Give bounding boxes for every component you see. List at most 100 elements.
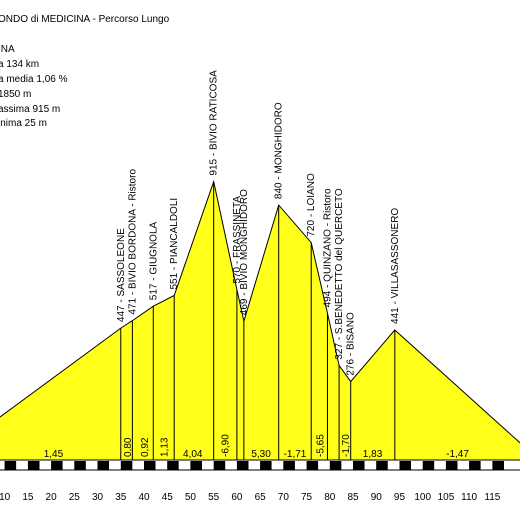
x-tick-label: 55 [208, 492, 220, 503]
gradient-label: 1,13 [160, 437, 171, 457]
distance-band-segment [248, 461, 261, 470]
gradient-label: 1,45 [44, 449, 64, 460]
distance-band-segment [504, 461, 516, 470]
gradient-label: 5,30 [251, 449, 271, 460]
distance-band-segment [283, 461, 295, 470]
waypoint-label: 570 - FRASSINETA [232, 196, 243, 284]
gradient-label: 4,04 [183, 449, 203, 460]
waypoint-label: 517 - GIUGNOLA [148, 221, 159, 300]
waypoint-label: 327 - S.BENEDETTO del QUERCETO [334, 188, 345, 360]
distance-band-segment [353, 461, 365, 470]
chart-title: ONDO di MEDICINA - Percorso Lungo [0, 14, 170, 25]
info-line-total-climb: 1850 m [0, 89, 32, 100]
x-tick-label: 20 [46, 492, 58, 503]
distance-band-segment [411, 461, 423, 470]
x-tick-label: 60 [231, 492, 243, 503]
waypoint-label: 551 - PIANCALDOLI [169, 198, 180, 290]
waypoint-label: 447 - SASSOLEONE [116, 228, 127, 322]
distance-band-segment [178, 461, 191, 470]
x-tick-label: 35 [115, 492, 127, 503]
info-line-length: a 134 km [0, 59, 40, 70]
gradient-label: -1,47 [446, 449, 469, 460]
x-tick-label: 90 [371, 492, 383, 503]
x-tick-label: 10 [0, 492, 11, 503]
distance-band-segment [16, 461, 28, 470]
distance-band-segment [51, 461, 63, 470]
x-tick-label: 40 [138, 492, 150, 503]
distance-band-segment [364, 461, 377, 470]
gradient-label: 0,92 [140, 437, 151, 457]
distance-band-segment [109, 461, 121, 470]
distance-band-segment [213, 461, 226, 470]
distance-band-segment [85, 461, 98, 470]
distance-band-segment [457, 461, 470, 470]
distance-band-segment [236, 461, 249, 470]
distance-band-segment [225, 461, 237, 470]
distance-band-segment [132, 461, 144, 470]
distance-band-segment [202, 461, 214, 470]
x-tick-label: 100 [414, 492, 431, 503]
waypoint-label: 494 - QUINZANO - Ristoro [322, 188, 333, 307]
elevation-area [0, 181, 520, 460]
info-line-min-altitude: inima 25 m [0, 118, 47, 129]
waypoint-label: 441 - VILLASASSONERO [390, 208, 401, 324]
x-tick-label: 50 [185, 492, 197, 503]
distance-band-segment [144, 461, 156, 470]
x-tick-label: 45 [162, 492, 174, 503]
distance-band-segment [155, 461, 168, 470]
distance-band-segment [399, 461, 412, 470]
gradient-label: 1,83 [363, 449, 383, 460]
gradient-label: -6,90 [220, 434, 231, 457]
distance-band-segment [167, 461, 179, 470]
distance-band-segment [318, 461, 330, 470]
info-line-route: INA [0, 44, 15, 55]
info-line-max-altitude: assima 915 m [0, 104, 61, 115]
distance-band-segment [190, 461, 202, 470]
gradient-label: -1,71 [284, 449, 307, 460]
distance-band-segment [387, 461, 400, 470]
distance-band-segment [492, 461, 504, 470]
distance-band-segment [62, 461, 75, 470]
distance-band-segment [329, 461, 342, 470]
x-tick-label: 70 [278, 492, 290, 503]
distance-band-segment [39, 461, 52, 470]
x-tick-label: 30 [92, 492, 104, 503]
distance-band-segment [260, 461, 272, 470]
x-tick-label: 85 [347, 492, 359, 503]
gradient-label: 0,80 [123, 437, 134, 457]
waypoint-label: 471 - BIVIO BORDONA - Ristoro [127, 169, 138, 315]
distance-band-segment [295, 461, 307, 470]
distance-band-segment [376, 461, 388, 470]
distance-band-segment [97, 461, 110, 470]
x-tick-label: 110 [461, 492, 477, 503]
x-tick-label: 75 [301, 492, 313, 503]
distance-band-segment [434, 461, 446, 470]
waypoint-label: 276 - BISANO [346, 312, 357, 376]
distance-band-segment [480, 461, 493, 470]
waypoint-label: 840 - MONGHIDORO [274, 102, 285, 199]
elevation-line [0, 179, 520, 444]
distance-band-segment [341, 461, 353, 470]
gradient-label: -5,65 [316, 434, 327, 457]
x-tick-label: 25 [69, 492, 81, 503]
distance-band-segment [422, 461, 435, 470]
distance-band-segment [120, 461, 133, 470]
x-tick-label: 115 [484, 492, 500, 503]
x-tick-label: 80 [324, 492, 336, 503]
distance-band-segment [469, 461, 481, 470]
gradient-label: -1,70 [341, 434, 352, 457]
waypoint-label: 720 - LOIANO [306, 173, 317, 237]
x-tick-label: 105 [438, 492, 455, 503]
x-tick-label: 95 [394, 492, 406, 503]
distance-band-segment [4, 461, 17, 470]
distance-band-segment [445, 461, 458, 470]
distance-band-segment [271, 461, 284, 470]
waypoint-label: 469 - BIVIO MONGHIDORO [239, 189, 250, 315]
distance-band-segment [306, 461, 319, 470]
distance-band-segment [74, 461, 86, 470]
distance-band-segment [27, 461, 40, 470]
info-line-avg-gradient: a media 1,06 % [0, 74, 68, 85]
x-tick-label: 15 [22, 492, 34, 503]
